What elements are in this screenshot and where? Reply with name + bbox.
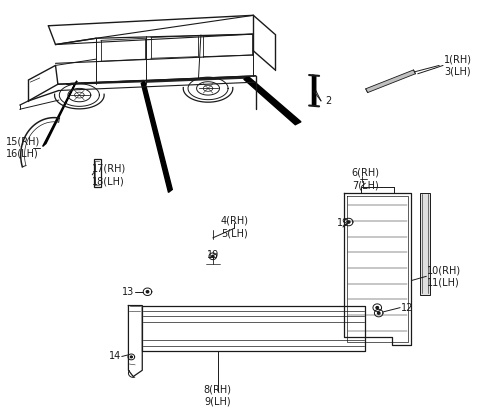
Polygon shape <box>146 77 249 82</box>
Text: 15(RH)
16(LH): 15(RH) 16(LH) <box>6 137 41 159</box>
Polygon shape <box>312 75 316 106</box>
Text: 2: 2 <box>325 96 331 106</box>
Text: 19: 19 <box>337 218 349 228</box>
Polygon shape <box>141 81 172 192</box>
Polygon shape <box>66 80 144 84</box>
Text: 14: 14 <box>108 352 121 362</box>
Text: 13: 13 <box>122 287 134 297</box>
Polygon shape <box>376 307 378 309</box>
Polygon shape <box>377 312 380 314</box>
Text: 19: 19 <box>207 250 219 260</box>
Polygon shape <box>244 77 301 125</box>
Polygon shape <box>131 356 132 358</box>
Text: 6(RH)
7(LH): 6(RH) 7(LH) <box>351 168 379 190</box>
Polygon shape <box>146 291 149 293</box>
Polygon shape <box>43 81 77 147</box>
Text: 8(RH)
9(LH): 8(RH) 9(LH) <box>204 384 231 406</box>
Text: 10(RH)
11(LH): 10(RH) 11(LH) <box>427 265 461 287</box>
Text: 17(RH)
18(LH): 17(RH) 18(LH) <box>92 164 126 186</box>
Polygon shape <box>212 255 214 257</box>
Polygon shape <box>366 70 415 93</box>
Polygon shape <box>420 193 430 295</box>
Text: 4(RH)
5(LH): 4(RH) 5(LH) <box>220 216 248 238</box>
Text: 12: 12 <box>401 303 413 313</box>
Text: 1(RH)
3(LH): 1(RH) 3(LH) <box>444 54 472 77</box>
Polygon shape <box>348 221 350 223</box>
